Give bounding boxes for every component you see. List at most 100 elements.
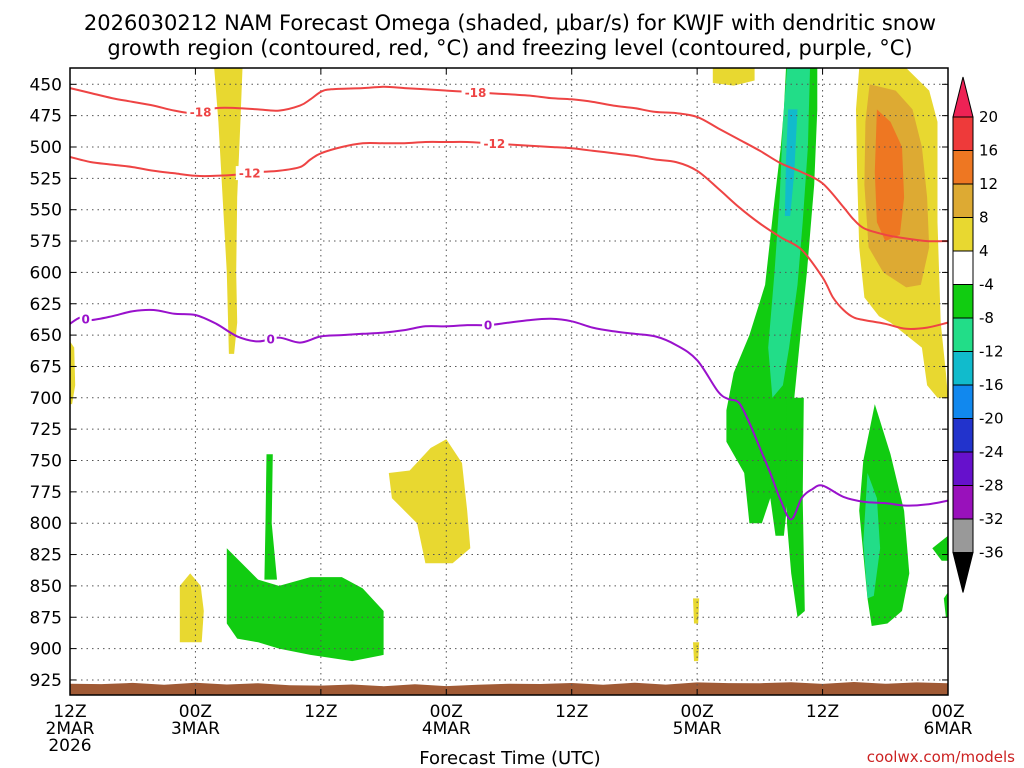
colorbar-label: -16 — [979, 376, 1004, 394]
y-tick-label: 500 — [30, 138, 62, 158]
contour-label: -18 — [465, 86, 487, 100]
colorbar-label: -24 — [979, 443, 1004, 461]
x-tick-label: 2026 — [48, 736, 91, 756]
contour-label-bg — [480, 136, 509, 151]
x-tick-label: 12Z — [806, 702, 839, 722]
x-tick-label: 6MAR — [924, 719, 973, 739]
y-tick-label: 475 — [30, 107, 62, 127]
omega-region-descent-mid-blob — [388, 439, 471, 564]
ground-surface — [70, 682, 948, 695]
axes: 450 475 500 525 550 575 600 625 650 675 700 725 750 7… — [30, 67, 973, 756]
x-tick-label: 00Z — [430, 702, 463, 722]
x-tick-label: 12Z — [304, 702, 337, 722]
y-tick-label: 550 — [30, 201, 62, 221]
chart-title-line1: 2026030212 NAM Forecast Omega (shaded, μ… — [84, 11, 936, 35]
x-tick-label: 00Z — [179, 702, 212, 722]
omega-region-ascent-main-core — [768, 68, 810, 398]
contour-label-bg — [186, 104, 215, 119]
colorbar-label: -32 — [979, 510, 1004, 528]
colorbar-label: -4 — [979, 276, 994, 294]
contour-label: -18 — [190, 105, 212, 119]
omega-region-descent-tiny-1 — [693, 598, 700, 624]
omega-region-ascent-east-tip — [943, 592, 948, 618]
colorbar-bin — [952, 250, 974, 285]
colorbar-bin — [952, 150, 974, 185]
contour-label: -12 — [484, 137, 506, 151]
colorbar-bin — [952, 384, 974, 419]
contour-label-bg — [482, 318, 495, 333]
y-tick-label: 825 — [30, 546, 62, 566]
contour-label: -12 — [239, 167, 261, 181]
colorbar-bin — [952, 518, 974, 553]
y-tick-label: 725 — [30, 420, 62, 440]
y-tick-label: 675 — [30, 357, 62, 377]
omega-region-descent-west-edge — [70, 341, 76, 405]
contour-lines: -18 -18 -12 -12 0 0 0 — [69, 85, 949, 521]
omega-region-descent-upper-right-core — [874, 109, 905, 242]
y-tick-label: 650 — [30, 326, 62, 346]
colorbar-label: -12 — [979, 343, 1004, 361]
contour-dgz-bottom — [69, 140, 949, 331]
contour-label: 0 — [81, 312, 89, 326]
omega-region-descent-west-column — [214, 68, 243, 354]
colorbar-bin — [952, 451, 974, 486]
colorbar-bin — [952, 317, 974, 352]
contour-label-bg — [461, 85, 490, 100]
colorbar-label: 8 — [979, 209, 989, 227]
contour-label-bg — [264, 332, 277, 347]
y-tick-label: 575 — [30, 232, 62, 252]
x-tick-label: 4MAR — [422, 719, 471, 739]
omega-region-descent-tiny-2 — [693, 642, 700, 662]
colorbar-bin — [952, 183, 974, 218]
contour-label-bg — [79, 311, 92, 326]
colorbar-bin — [952, 217, 974, 252]
y-tick-label: 625 — [30, 295, 62, 315]
colorbar-bin — [952, 351, 974, 386]
contour-label: 0 — [484, 319, 492, 333]
colorbar-label: -28 — [979, 477, 1004, 495]
omega-region-ascent-main-peak — [784, 109, 798, 216]
chart-title-line2: growth region (contoured, red, °C) and f… — [107, 36, 912, 60]
ground-strip — [70, 682, 948, 695]
x-tick-label: 00Z — [931, 702, 964, 722]
y-tick-label: 900 — [30, 640, 62, 660]
colorbar-label: 20 — [979, 108, 998, 126]
y-tick-label: 525 — [30, 169, 62, 189]
y-tick-label: 450 — [30, 75, 62, 95]
colorbar-bin — [952, 116, 974, 151]
contour-freezing-level — [69, 308, 949, 521]
x-tick-label: 00Z — [681, 702, 714, 722]
x-tick-label: 5MAR — [673, 719, 722, 739]
colorbar-label: 12 — [979, 175, 998, 193]
x-tick-label: 3MAR — [171, 719, 220, 739]
plot-frame — [69, 67, 949, 696]
colorbar-bin — [952, 485, 974, 520]
omega-region-ascent-weak-west — [226, 548, 384, 662]
omega-region-descent-top-patch — [712, 68, 755, 86]
colorbar-label: -20 — [979, 410, 1004, 428]
y-tick-label: 800 — [30, 514, 62, 534]
y-tick-label: 775 — [30, 483, 62, 503]
y-tick-label: 875 — [30, 608, 62, 628]
omega-region-descent-left-low — [179, 573, 204, 643]
y-tick-label: 750 — [30, 452, 62, 472]
x-axis-label: Forecast Time (UTC) — [419, 748, 600, 768]
y-tick-label: 600 — [30, 263, 62, 283]
colorbar: 20 16 12 8 4 -4 -8 -12 -16 -20 -24 -28 -32 -36 — [952, 76, 1004, 593]
colorbar-bottom-arrow — [952, 552, 974, 593]
y-tick-label: 925 — [30, 671, 62, 691]
colorbar-bin — [952, 284, 974, 319]
omega-region-ascent-weak-plume — [264, 454, 277, 580]
omega-region-ascent-main-lower — [786, 397, 805, 618]
omega-region-ascent-east-core — [863, 473, 881, 599]
x-tick-label: 12Z — [555, 702, 588, 722]
colorbar-label: -8 — [979, 309, 994, 327]
colorbar-bin — [952, 418, 974, 453]
colorbar-label: 16 — [979, 142, 998, 160]
colorbar-label: 4 — [979, 242, 989, 260]
colorbar-top-arrow — [952, 76, 974, 118]
colorbar-label: -36 — [979, 544, 1004, 562]
credit-text: coolwx.com/models — [867, 748, 1015, 766]
omega-shading — [70, 68, 948, 662]
